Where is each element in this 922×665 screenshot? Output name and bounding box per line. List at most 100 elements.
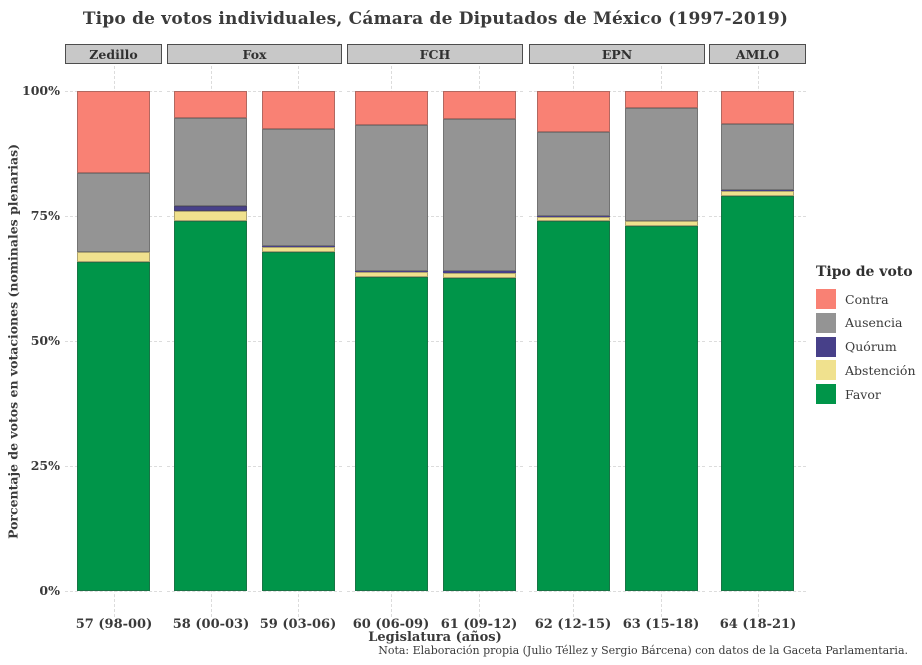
facet-panel-fch: [347, 66, 523, 617]
bar-segment-favor: [537, 221, 610, 591]
gridline-h: [167, 591, 342, 592]
bar-segment-quorum: [174, 206, 247, 211]
gridline-h: [347, 216, 523, 217]
bar-segment-contra: [174, 91, 247, 118]
x-tick-label: 64 (18-21): [719, 617, 797, 632]
gridline-h: [65, 591, 162, 592]
gridline-h: [167, 91, 342, 92]
legend-entry-favor: Favor: [816, 384, 922, 405]
facet-strip-fox: Fox: [167, 44, 342, 64]
bar-segment-abstencion: [77, 252, 150, 262]
bar-segment-abstencion: [355, 272, 428, 277]
x-tick-label: 59 (03-06): [259, 617, 337, 632]
bar-segment-favor: [262, 252, 335, 591]
gridline-h: [347, 341, 523, 342]
bar-segment-quorum: [262, 246, 335, 247]
legend-swatch-favor: [816, 384, 836, 405]
gridline-h: [529, 91, 705, 92]
legend-entries: Contra Ausencia Quórum Abstención Favor: [816, 289, 922, 405]
bar-segment-favor: [443, 278, 516, 591]
y-tick-label: 100%: [22, 83, 60, 98]
bar-segment-contra: [77, 91, 150, 173]
bar-segment-favor: [625, 226, 698, 591]
bar-segment-favor: [174, 221, 247, 591]
facet-panel-amlo: [709, 66, 806, 617]
bar-segment-ausencia: [537, 132, 610, 216]
bar-segment-ausencia: [355, 125, 428, 271]
facet-strip-label: FCH: [419, 46, 451, 62]
x-tick-label: 57 (98-00): [75, 617, 153, 632]
chart-title: Tipo de votos individuales, Cámara de Di…: [82, 9, 789, 29]
y-tick-label: 0%: [39, 583, 60, 598]
facet-panel-epn: [529, 66, 705, 617]
gridline-h: [529, 591, 705, 592]
y-tick-label: 75%: [30, 208, 60, 223]
bar-segment-ausencia: [174, 118, 247, 206]
bar-segment-ausencia: [77, 173, 150, 252]
bar-segment-contra: [537, 91, 610, 132]
bar-segment-ausencia: [443, 119, 516, 271]
bar-segment-contra: [443, 91, 516, 119]
gridline-h: [529, 341, 705, 342]
facet-strip-label: EPN: [601, 46, 633, 62]
legend-label: Abstención: [845, 362, 916, 378]
bar-segment-abstencion: [174, 211, 247, 221]
bar-segment-quorum: [537, 216, 610, 217]
bar-segment-favor: [721, 196, 794, 591]
legend-entry-ausencia: Ausencia: [816, 312, 922, 333]
chart-caption: Nota: Elaboración propia (Julio Téllez y…: [378, 644, 908, 657]
facet-panel-zedillo: [65, 66, 162, 617]
bar-segment-favor: [355, 277, 428, 591]
legend-entry-abstencion: Abstención: [816, 360, 922, 381]
y-tick-label: 50%: [30, 333, 60, 348]
x-tick-label: 60 (06-09): [352, 617, 430, 632]
gridline-h: [347, 91, 523, 92]
legend-label: Contra: [845, 291, 889, 307]
gridline-h: [347, 466, 523, 467]
bar-segment-contra: [625, 91, 698, 108]
bar-segment-favor: [77, 262, 150, 591]
legend-entry-contra: Contra: [816, 289, 922, 309]
bar-segment-abstencion: [625, 221, 698, 226]
bar-segment-abstencion: [721, 191, 794, 196]
gridline-h: [167, 216, 342, 217]
legend-label: Quórum: [845, 339, 897, 355]
bar-segment-quorum: [355, 271, 428, 272]
bar-segment-abstencion: [443, 273, 516, 278]
facet-strip-label: Zedillo: [89, 46, 138, 62]
gridline-h: [167, 466, 342, 467]
bar-segment-ausencia: [262, 129, 335, 246]
legend-entry-quorum: Quórum: [816, 336, 922, 357]
legend-swatch-ausencia: [816, 312, 836, 333]
bar-segment-contra: [355, 91, 428, 125]
facet-strip-label: AMLO: [735, 46, 780, 62]
x-tick-label: 58 (00-03): [172, 617, 250, 632]
gridline-h: [347, 591, 523, 592]
y-tick-label: 25%: [30, 458, 60, 473]
gridline-h: [709, 591, 806, 592]
bar-segment-contra: [262, 91, 335, 129]
legend: Tipo de voto Contra Ausencia Quórum Abstenc…: [816, 264, 922, 408]
legend-label: Favor: [845, 386, 881, 402]
bar-segment-contra: [721, 91, 794, 124]
facet-strip-fch: FCH: [347, 44, 523, 64]
legend-title: Tipo de voto: [816, 264, 913, 280]
gridline-h: [167, 341, 342, 342]
facet-panel-fox: [167, 66, 342, 617]
bar-segment-quorum: [443, 271, 516, 273]
legend-label: Ausencia: [845, 315, 903, 331]
legend-swatch-abstencion: [816, 360, 836, 381]
x-tick-label: 62 (12-15): [534, 617, 612, 632]
bar-segment-ausencia: [721, 124, 794, 190]
facet-strip-amlo: AMLO: [709, 44, 806, 64]
bar-segment-quorum: [721, 190, 794, 191]
legend-swatch-contra: [816, 289, 836, 309]
legend-swatch-quorum: [816, 336, 836, 357]
facet-strip-epn: EPN: [529, 44, 705, 64]
bar-segment-ausencia: [625, 108, 698, 221]
gridline-h: [529, 466, 705, 467]
x-tick-label: 63 (15-18): [622, 617, 700, 632]
x-axis-title: Legislatura (años): [368, 630, 502, 645]
gridline-h: [529, 216, 705, 217]
